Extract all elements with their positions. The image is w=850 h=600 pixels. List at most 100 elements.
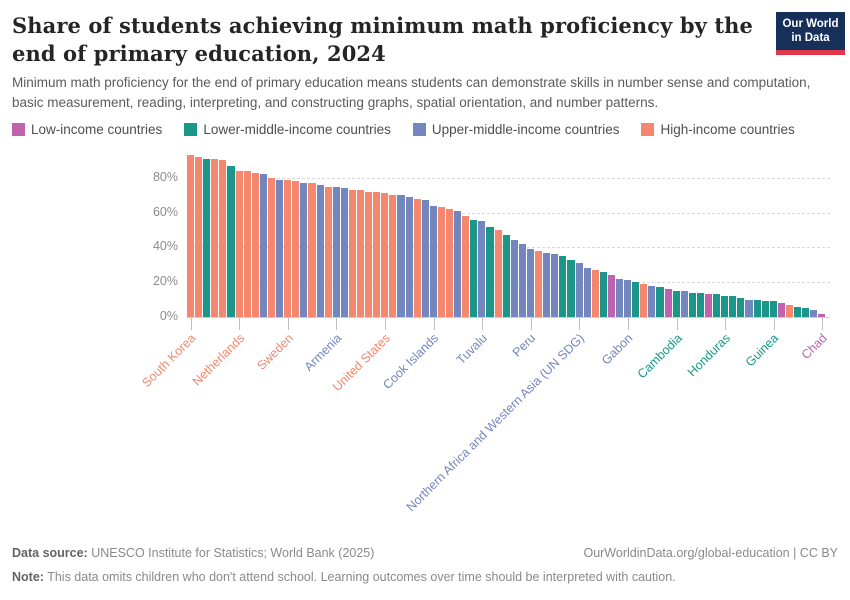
bar-61[interactable]: [680, 290, 688, 317]
bar-77[interactable]: [810, 310, 818, 317]
x-tick-label-cambodia: Cambodia: [634, 331, 685, 382]
bar-8[interactable]: [251, 172, 259, 317]
bar-41[interactable]: [518, 243, 526, 317]
bar-28[interactable]: [413, 198, 421, 317]
bar-43[interactable]: [535, 250, 543, 317]
bar-guinea[interactable]: [769, 301, 777, 317]
x-tick-mark: [725, 318, 727, 330]
bar-26[interactable]: [397, 195, 405, 317]
bar-10[interactable]: [267, 177, 276, 317]
legend-label: Lower-middle-income countries: [203, 122, 391, 137]
legend-label: Low-income countries: [31, 122, 163, 137]
bar-62[interactable]: [688, 292, 696, 317]
bar-65[interactable]: [713, 294, 721, 317]
bar-south-korea[interactable]: [187, 155, 195, 317]
bar-63[interactable]: [696, 292, 704, 317]
legend: Low-income countries Lower-middle-income …: [12, 122, 795, 137]
bar-53[interactable]: [615, 278, 624, 317]
legend-swatch-icon: [641, 123, 655, 136]
legend-label: High-income countries: [660, 122, 795, 137]
bar-64[interactable]: [705, 294, 713, 317]
owid-logo-text: Our World in Data: [776, 12, 845, 50]
bar-3[interactable]: [211, 158, 219, 317]
bar-45[interactable]: [551, 254, 559, 317]
bar-20[interactable]: [348, 189, 356, 317]
bar-29[interactable]: [421, 200, 429, 317]
bar-71[interactable]: [761, 301, 769, 317]
bar-22[interactable]: [365, 191, 373, 317]
bar-honduras[interactable]: [721, 296, 729, 317]
owid-logo-line1: Our World: [782, 18, 839, 30]
bar-68[interactable]: [737, 297, 745, 317]
bar-40[interactable]: [510, 240, 518, 317]
bar-51[interactable]: [599, 271, 607, 317]
bar-59[interactable]: [664, 289, 672, 317]
bar-northern-africa-and-western-asia-un-sdg-[interactable]: [575, 263, 583, 317]
bar-united-states[interactable]: [381, 193, 389, 317]
bar-2[interactable]: [203, 158, 211, 317]
bar-50[interactable]: [591, 270, 599, 317]
footer-note-label: Note:: [12, 570, 44, 584]
bar-gabon[interactable]: [624, 280, 632, 317]
bar-44[interactable]: [543, 252, 551, 317]
bar-76[interactable]: [802, 308, 810, 317]
bar-56[interactable]: [640, 283, 648, 317]
bar-31[interactable]: [437, 207, 445, 317]
bar-1[interactable]: [195, 156, 203, 317]
bar-46[interactable]: [559, 256, 567, 317]
bar-cambodia[interactable]: [672, 290, 680, 317]
bar-27[interactable]: [405, 196, 413, 317]
bar-75[interactable]: [794, 306, 802, 317]
owid-logo[interactable]: Our World in Data: [776, 12, 845, 55]
bar-tuvalu[interactable]: [478, 221, 486, 317]
bar-37[interactable]: [486, 226, 494, 317]
bar-69[interactable]: [745, 299, 753, 317]
footer-source-line: OurWorldinData.org/global-education | CC…: [12, 546, 838, 560]
bar-55[interactable]: [632, 282, 640, 317]
bar-peru[interactable]: [526, 249, 535, 317]
bar-49[interactable]: [583, 268, 591, 317]
bar-38[interactable]: [494, 230, 502, 317]
bar-32[interactable]: [446, 209, 454, 317]
x-tick-mark: [239, 318, 241, 330]
x-axis-line: [187, 317, 830, 318]
x-tick-mark: [433, 318, 435, 330]
bar-58[interactable]: [656, 287, 664, 317]
x-tick-label-peru: Peru: [510, 331, 539, 360]
bar-73[interactable]: [777, 303, 785, 317]
bar-23[interactable]: [373, 191, 381, 317]
bar-74[interactable]: [785, 304, 794, 317]
bar-netherlands[interactable]: [235, 170, 243, 317]
bar-cook-islands[interactable]: [429, 205, 437, 317]
bar-9[interactable]: [259, 174, 267, 317]
bar-11[interactable]: [276, 179, 284, 317]
bar-13[interactable]: [292, 181, 300, 317]
bar-chad[interactable]: [818, 313, 826, 317]
legend-item-lower_middle: Lower-middle-income countries: [184, 122, 391, 137]
bar-sweden[interactable]: [284, 179, 292, 317]
bar-7[interactable]: [243, 170, 251, 317]
bar-15[interactable]: [308, 183, 316, 317]
bar-19[interactable]: [340, 188, 348, 317]
bar-52[interactable]: [607, 275, 615, 317]
bar-35[interactable]: [470, 219, 478, 317]
bar-39[interactable]: [502, 235, 510, 317]
bar-33[interactable]: [454, 210, 462, 317]
bar-4[interactable]: [219, 160, 227, 317]
bar-57[interactable]: [648, 285, 656, 317]
x-tick-mark: [190, 318, 192, 330]
footer-link[interactable]: OurWorldinData.org/global-education | CC…: [583, 546, 838, 560]
bar-14[interactable]: [300, 183, 308, 317]
bar-34[interactable]: [462, 216, 470, 317]
bar-67[interactable]: [729, 296, 737, 317]
legend-label: Upper-middle-income countries: [431, 122, 620, 137]
bar-47[interactable]: [567, 259, 575, 317]
bar-armenia[interactable]: [332, 186, 340, 317]
bar-16[interactable]: [316, 184, 324, 317]
bar-21[interactable]: [356, 189, 365, 317]
bar-17[interactable]: [324, 186, 332, 317]
bar-5[interactable]: [227, 165, 235, 317]
bar-70[interactable]: [753, 299, 761, 317]
bar-25[interactable]: [389, 195, 397, 317]
